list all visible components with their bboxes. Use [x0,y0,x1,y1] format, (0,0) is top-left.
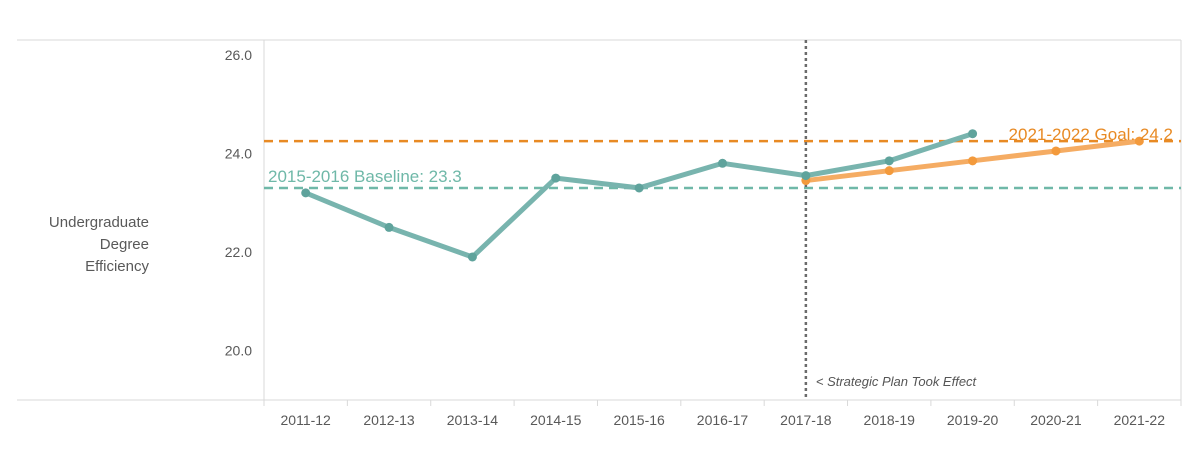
y-tick-label: 22.0 [225,244,252,260]
x-tick-label: 2020-21 [1030,412,1082,428]
actual-series-point [884,156,894,166]
x-tick-label: 2011-12 [281,412,332,428]
x-tick-label: 2012-13 [363,412,415,428]
x-tick-label: 2013-14 [447,412,499,428]
actual-series-point [467,252,477,262]
strategic-plan-annotation: < Strategic Plan Took Effect [816,374,978,389]
y-tick-label: 20.0 [225,343,252,359]
y-tick-label: 24.0 [225,145,252,161]
x-tick-label: 2017-18 [780,412,832,428]
y-axis-label-line-1: Undergraduate [48,214,149,231]
target-series-point [968,156,978,166]
y-axis-label: Undergraduate Degree Efficiency [14,212,149,278]
actual-series-point [718,158,727,168]
y-axis-label-line-2: Degree [99,236,149,253]
x-tick-label: 2016-17 [697,412,749,428]
x-tick-label: 2015-16 [613,412,665,428]
x-tick-label: 2021-22 [1114,412,1166,428]
x-tick-label: 2019-20 [947,412,999,428]
target-series-point [1134,136,1144,146]
baseline-label: 2015-2016 Baseline: 23.3 [268,167,462,186]
actual-series-line [303,131,976,260]
x-tick-label: 2014-15 [530,412,582,428]
goal-label: 2021-2022 Goal: 24.2 [1009,125,1173,144]
target-series-point [1051,146,1061,156]
actual-series-point [801,171,811,181]
y-axis-label-line-3: Efficiency [85,258,149,275]
target-series-point [884,166,894,176]
actual-series-point [384,222,394,232]
x-tick-label: 2018-19 [864,412,916,428]
actual-series-point [551,173,561,183]
actual-series-point [301,188,311,198]
y-tick-label: 26.0 [225,47,252,63]
actual-series-point [968,129,978,139]
actual-series-point [634,183,644,193]
